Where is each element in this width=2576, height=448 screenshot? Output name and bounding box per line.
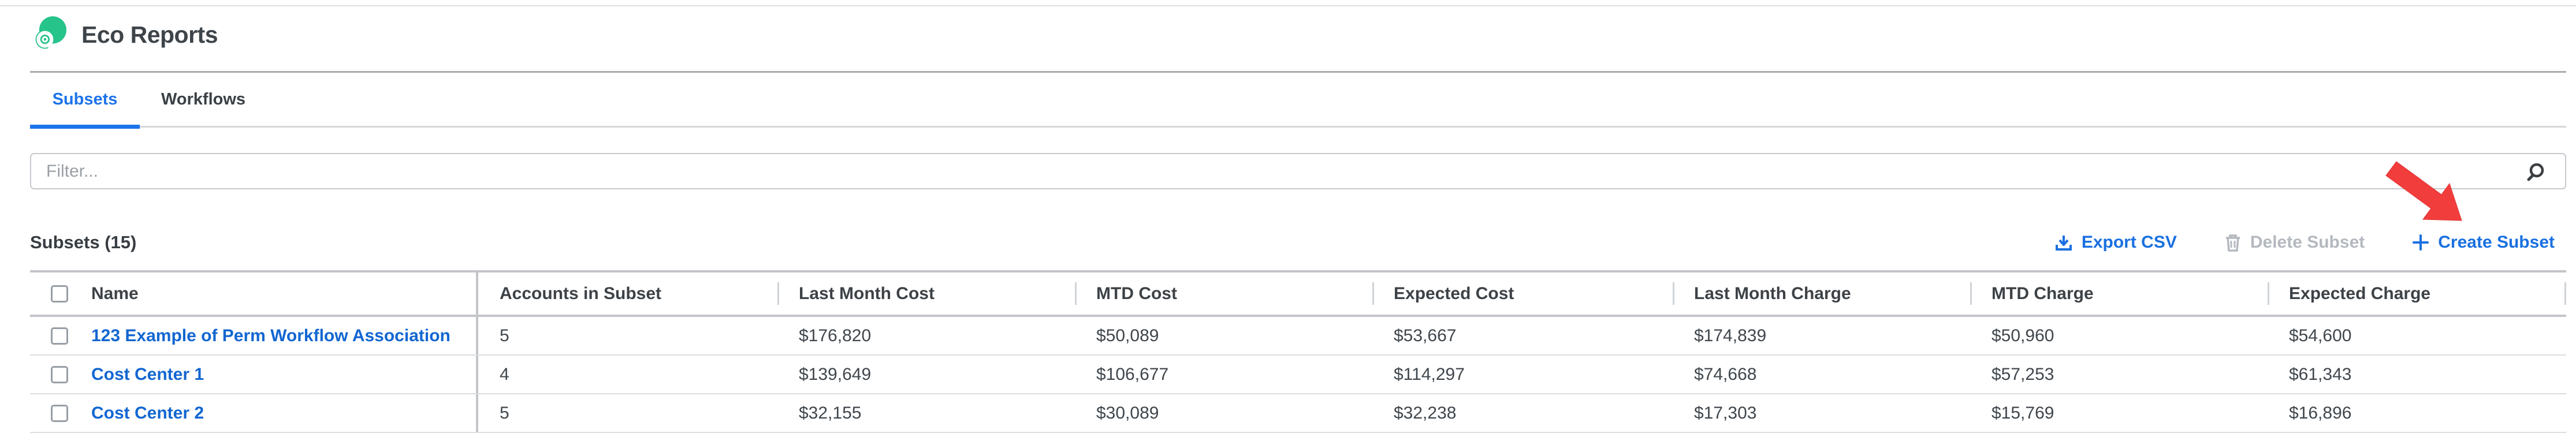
row-checkbox[interactable] — [51, 327, 68, 345]
cell-expected-charge: $16,896 — [2289, 403, 2352, 423]
name-cell: Cost Center 2 — [30, 394, 478, 432]
page-top-divider — [0, 5, 2576, 6]
name-cell: 123 Example of Perm Workflow Association — [30, 317, 478, 354]
download-icon — [2055, 236, 2072, 251]
cell-last-month-charge: $74,668 — [1694, 364, 1757, 384]
subset-name-link[interactable]: 123 Example of Perm Workflow Association — [91, 326, 451, 345]
column-header-mtd-charge: MTD Charge — [1970, 272, 2268, 315]
tab-bar: Subsets Workflows — [30, 73, 2566, 129]
cell-mtd-charge: $57,253 — [1991, 364, 2054, 384]
cell-last-month-charge: $174,839 — [1694, 326, 1767, 345]
table-row: Cost Center 1 4 $139,649 $106,677 $114,297 $7… — [30, 356, 2566, 394]
subset-name-link[interactable]: Cost Center 2 — [91, 403, 204, 423]
eco-swirl-icon — [35, 16, 66, 51]
header-divider — [30, 71, 2566, 73]
name-cell: Cost Center 1 — [30, 356, 478, 393]
table-header-row: Name Accounts in Subset Last Month Cost MTD… — [30, 272, 2566, 317]
column-header-name: Name — [30, 272, 478, 315]
cell-mtd-cost: $50,089 — [1096, 326, 1159, 345]
cell-mtd-cost: $30,089 — [1096, 403, 1159, 423]
cell-expected-charge: $54,600 — [2289, 326, 2352, 345]
plus-icon — [2413, 234, 2429, 251]
page-title: Eco Reports — [81, 21, 218, 48]
subsets-table: Name Accounts in Subset Last Month Cost MTD… — [30, 270, 2566, 433]
cell-last-month-charge: $17,303 — [1694, 403, 1757, 423]
cell-expected-charge: $61,343 — [2289, 364, 2352, 384]
column-header-expected-charge: Expected Charge — [2268, 272, 2566, 315]
cell-last-month-cost: $139,649 — [799, 364, 872, 384]
cell-expected-cost: $53,667 — [1394, 326, 1457, 345]
tab-workflows[interactable]: Workflows — [161, 89, 246, 109]
subset-name-link[interactable]: Cost Center 1 — [91, 364, 204, 384]
column-header-last-month-cost: Last Month Cost — [777, 272, 1075, 315]
subsets-count-heading: Subsets (15) — [30, 232, 137, 252]
cell-accounts-in-subset: 5 — [500, 403, 509, 423]
table-toolbar: Subsets (15) Export CSV Delete Subset Cr — [30, 227, 2566, 257]
delete-subset-button[interactable]: Delete Subset — [2224, 233, 2365, 252]
cell-expected-cost: $32,238 — [1394, 403, 1457, 423]
app-header: Eco Reports — [33, 16, 218, 53]
cell-mtd-cost: $106,677 — [1096, 364, 1169, 384]
tab-subsets[interactable]: Subsets — [30, 73, 140, 129]
cell-accounts-in-subset: 4 — [500, 364, 509, 384]
filter-input[interactable] — [31, 154, 2565, 188]
column-header-mtd-cost: MTD Cost — [1075, 272, 1372, 315]
cell-accounts-in-subset: 5 — [500, 326, 509, 345]
row-checkbox[interactable] — [51, 404, 68, 422]
column-header-accounts-in-subset: Accounts in Subset — [500, 283, 662, 303]
column-header-expected-cost: Expected Cost — [1372, 272, 1673, 315]
cell-expected-cost: $114,297 — [1394, 364, 1465, 384]
cell-mtd-charge: $15,769 — [1991, 403, 2054, 423]
cell-mtd-charge: $50,960 — [1991, 326, 2054, 345]
filter-field-container — [30, 153, 2566, 189]
cell-last-month-cost: $32,155 — [799, 403, 862, 423]
create-subset-button[interactable]: Create Subset — [2412, 233, 2555, 252]
table-row: Cost Center 2 5 $32,155 $30,089 $32,238 $17,3… — [30, 394, 2566, 433]
cell-last-month-cost: $176,820 — [799, 326, 872, 345]
table-row: 123 Example of Perm Workflow Association… — [30, 317, 2566, 356]
export-csv-button[interactable]: Export CSV — [2054, 233, 2177, 252]
trash-icon — [2225, 234, 2240, 252]
row-checkbox[interactable] — [51, 365, 68, 383]
search-icon[interactable] — [2526, 162, 2545, 182]
column-header-last-month-charge: Last Month Charge — [1673, 272, 1970, 315]
select-all-checkbox[interactable] — [51, 285, 68, 303]
toolbar-actions: Export CSV Delete Subset Create Subset — [2054, 233, 2555, 252]
